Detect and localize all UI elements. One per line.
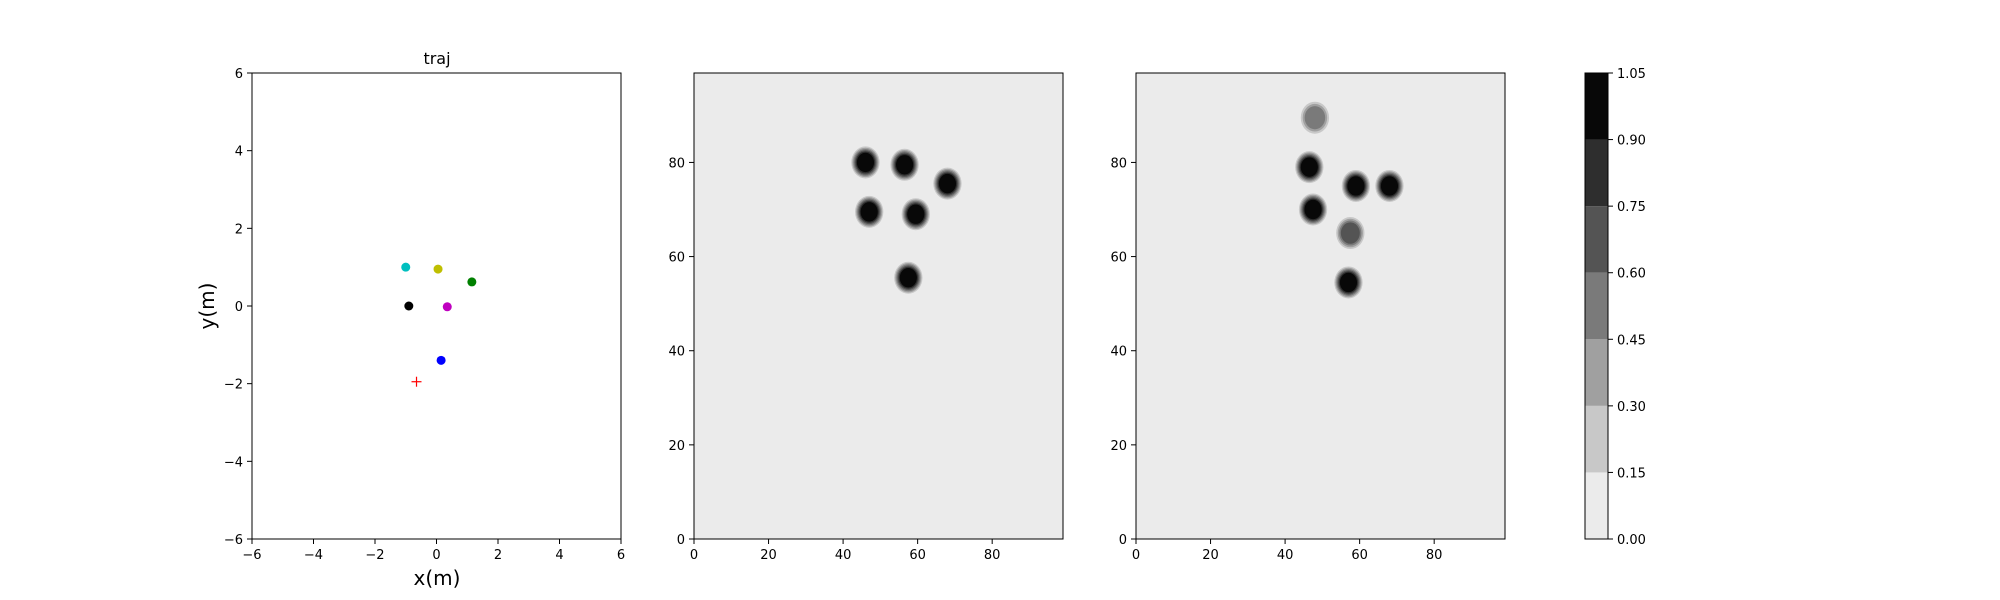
traj-x-ticks: −6 −4 −2 0 2 4 6 [242,539,625,563]
traj-x-tick-label: 0 [432,548,440,563]
map3-blob [1298,193,1328,226]
map3-x-tick-label: 60 [1351,548,1368,563]
map3-blobs [1295,101,1404,299]
traj-y-tick-label: −6 [224,533,243,548]
colorbar-band [1585,139,1608,207]
map3-x-tick-label: 0 [1132,548,1140,563]
traj-x-tick-label: −2 [365,548,384,563]
traj-y-ticks: −6 −4 −2 0 2 4 6 [224,67,252,548]
map-panel-3: 0 20 40 60 80 0 20 40 60 80 [1110,72,1506,563]
traj-y-axis-label: y(m) [195,283,219,330]
traj-y-tick-label: −4 [224,455,243,470]
colorbar-tick-label: 0.45 [1617,333,1646,348]
traj-title: traj [423,49,450,68]
colorbar-frame [1584,72,1609,540]
map3-y-tick-label: 20 [1110,439,1127,454]
map2-blob [894,261,923,294]
map3-blob [1295,151,1324,184]
colorbar-tick-label: 0.90 [1617,134,1646,149]
traj-y-tick-label: 0 [235,300,243,315]
traj-x-tick-label: 2 [494,548,502,563]
colorbar-tick-label: 0.75 [1617,200,1646,215]
colorbar-band [1585,272,1608,340]
map3-y-tick-label: 40 [1110,345,1127,360]
agent-point [467,277,477,287]
agent-point [401,262,411,272]
traj-plot-area [251,72,622,540]
map3-x-tick-label: 80 [1426,548,1443,563]
traj-x-axis-label: x(m) [414,566,461,590]
colorbar-band [1585,73,1608,140]
colorbar-bands [1585,73,1608,539]
map3-x-tick-label: 40 [1277,548,1294,563]
agent-point [404,301,414,311]
traj-points [401,262,477,387]
traj-y-tick-label: 2 [235,222,243,237]
colorbar-tick-label: 1.05 [1617,67,1646,82]
traj-x-tick-label: −4 [304,548,323,563]
traj-y-tick-label: 4 [235,145,243,160]
agent-point [433,264,443,274]
colorbar-tick-label: 0.00 [1617,533,1646,548]
colorbar: 0.00 0.15 0.30 0.45 0.60 0.75 0.90 1.05 [1584,67,1646,548]
map2-y-tick-label: 40 [668,345,685,360]
map2-plot-area [693,72,1064,540]
colorbar-ticks: 0.00 0.15 0.30 0.45 0.60 0.75 0.90 1.05 [1608,67,1646,548]
map3-x-tick-label: 20 [1202,548,1219,563]
map2-blob [890,148,919,181]
traj-panel: traj −6 −4 −2 0 2 4 6 −6 −4 −2 0 2 4 6 x(m) y(m) [195,49,625,590]
colorbar-band [1585,339,1608,406]
map2-y-tick-label: 60 [668,251,685,266]
map2-blob [901,198,930,231]
map3-blob [1341,169,1371,202]
map3-blob [1336,217,1365,250]
map3-y-tick-label: 80 [1110,156,1127,171]
map2-x-ticks: 0 20 40 60 80 [690,539,1001,563]
traj-x-tick-label: −6 [242,548,261,563]
colorbar-tick-label: 0.30 [1617,400,1646,415]
map3-blob [1300,101,1330,134]
map2-x-tick-label: 60 [909,548,926,563]
traj-x-tick-label: 4 [555,548,563,563]
agent-point [442,302,452,312]
map2-blob [933,167,962,200]
map3-blob [1375,169,1404,202]
map2-blob [851,146,880,179]
traj-x-tick-label: 6 [617,548,625,563]
map2-x-tick-label: 0 [690,548,698,563]
map2-x-tick-label: 20 [760,548,777,563]
map3-plot-area [1135,72,1506,540]
colorbar-band [1585,206,1608,273]
map2-y-tick-label: 20 [668,439,685,454]
colorbar-tick-label: 0.60 [1617,267,1646,282]
map2-blob [855,195,884,228]
map3-y-tick-label: 0 [1119,533,1127,548]
map-panel-2: 0 20 40 60 80 0 20 40 60 80 [668,72,1064,563]
map3-y-tick-label: 60 [1110,251,1127,266]
map2-blobs [851,146,962,294]
map2-x-tick-label: 40 [835,548,852,563]
colorbar-band [1585,472,1608,539]
agent-point [436,355,446,365]
goal-marker [411,376,422,387]
map3-x-ticks: 0 20 40 60 80 [1132,539,1443,563]
map2-y-tick-label: 0 [677,533,685,548]
map3-y-ticks: 0 20 40 60 80 [1110,156,1136,548]
map2-x-tick-label: 80 [984,548,1001,563]
map3-blob [1334,266,1363,299]
traj-y-tick-label: −2 [224,378,243,393]
map2-y-tick-label: 80 [668,156,685,171]
colorbar-band [1585,405,1608,473]
map2-y-ticks: 0 20 40 60 80 [668,156,694,548]
traj-y-tick-label: 6 [235,67,243,82]
colorbar-tick-label: 0.15 [1617,466,1646,481]
